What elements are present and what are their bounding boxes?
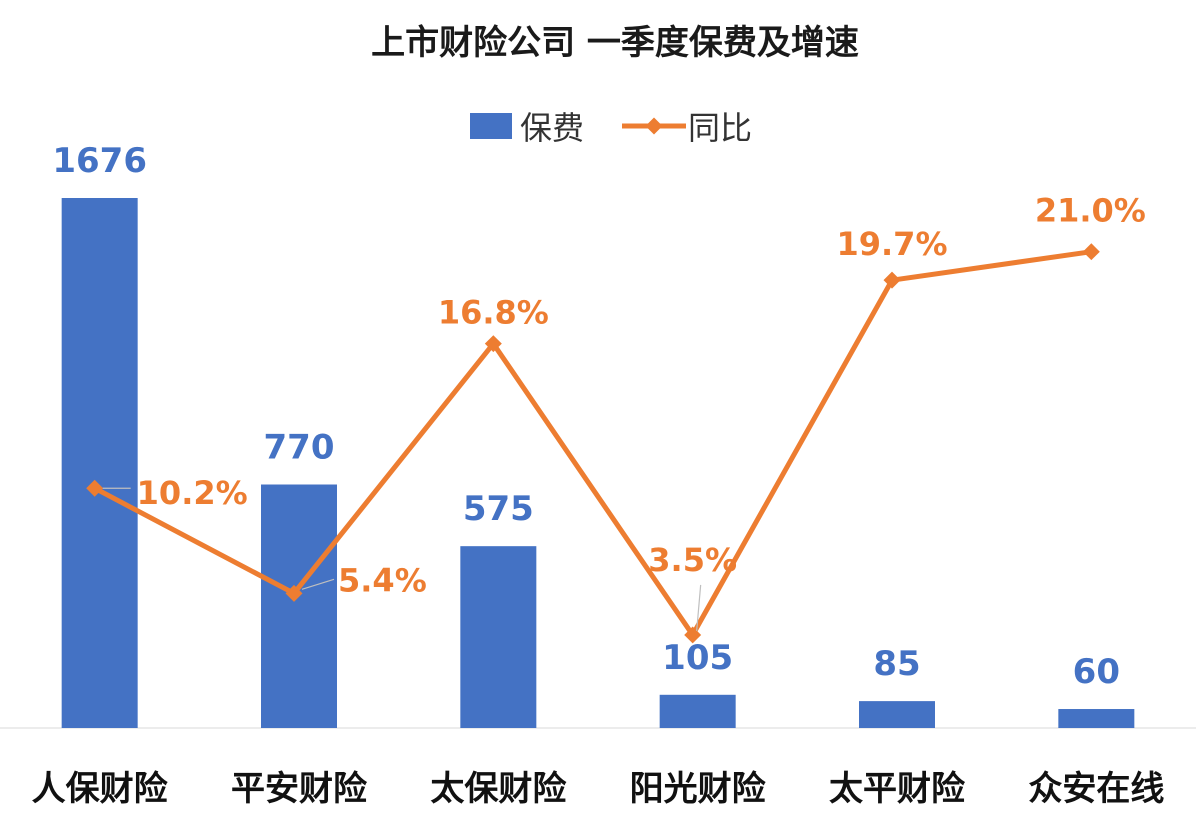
category-label-2: 太保财险 [430,769,567,809]
category-label-1: 平安财险 [231,769,368,809]
category-label-3: 阳光财险 [630,769,767,809]
bar-value-label-2: 575 [463,489,534,529]
bar-value-label-1: 770 [264,428,335,468]
bar-1 [261,484,337,728]
yoy-value-label-0: 10.2% [137,474,248,512]
legend-swatch-yoy-marker [645,117,663,135]
category-labels-group: 人保财险 平安财险 太保财险 阳光财险 太平财险 众安在线 [32,769,1165,809]
yoy-point-0 [86,479,104,497]
bars-group [61,198,1135,728]
bar-value-label-0: 1676 [52,141,147,181]
bar-3 [659,694,736,728]
yoy-value-label-5: 21.0% [1035,192,1146,230]
bar-0 [61,198,138,728]
legend: 保费 同比 [470,109,752,147]
yoy-value-label-1: 5.4% [338,561,427,599]
category-label-0: 人保财险 [32,769,169,809]
bar-value-label-5: 60 [1073,652,1120,692]
yoy-leader-line-1 [301,578,335,590]
bar-labels-group: 1676 770 575 105 85 60 [52,141,1120,692]
yoy-value-label-3: 3.5% [648,541,737,579]
category-label-5: 众安在线 [1028,769,1164,809]
bar-value-label-4: 85 [873,644,920,684]
bar-value-label-3: 105 [662,638,733,678]
yoy-value-label-4: 19.7% [836,225,947,263]
yoy-point-4 [883,271,901,289]
bar-5 [1058,709,1135,728]
yoy-value-label-2: 16.8% [438,294,549,332]
legend-swatch-premium [470,113,512,139]
bar-4 [859,701,935,728]
category-label-4: 太平财险 [829,769,966,809]
line-labels-group: 10.2% 5.4% 16.8% 3.5% 19.7% 21.0% [102,192,1146,632]
chart-title: 上市财险公司 一季度保费及增速 [371,23,859,63]
line-series-group [86,243,1100,644]
legend-label-premium: 保费 [520,109,584,147]
yoy-point-1 [285,584,303,602]
bar-2 [460,546,537,728]
yoy-point-2 [484,335,502,353]
legend-label-yoy: 同比 [688,109,752,147]
yoy-point-5 [1082,243,1100,261]
yoy-leader-line-3 [696,584,702,632]
yoy-line [93,249,1092,638]
